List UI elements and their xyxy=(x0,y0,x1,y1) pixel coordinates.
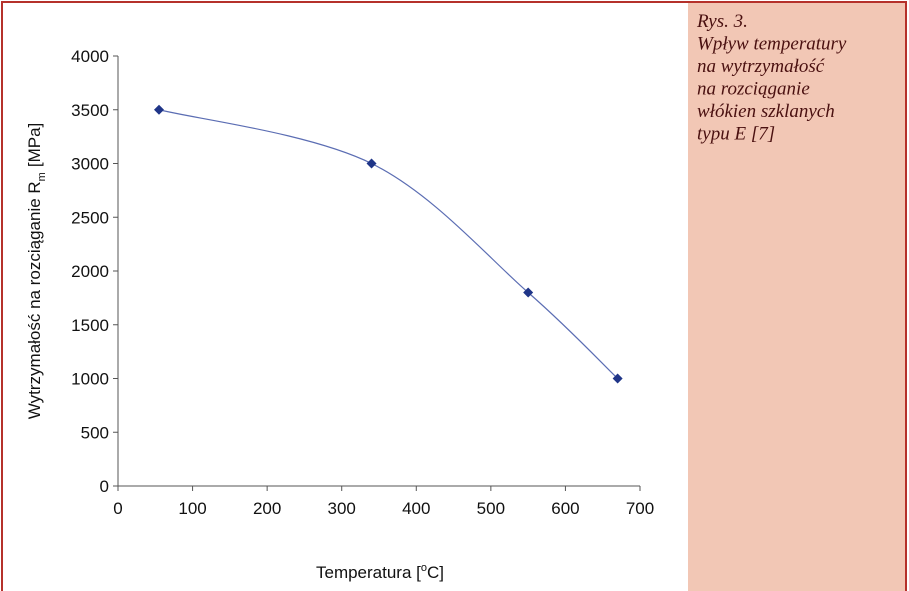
y-tick-label: 1500 xyxy=(71,316,109,335)
y-tick-label: 1000 xyxy=(71,370,109,389)
y-axis-label: Wytrzymałość na rozciąganie Rm [MPa] xyxy=(25,123,48,420)
data-point xyxy=(523,287,534,298)
x-label-sup: o xyxy=(421,562,427,574)
caption-line: typu E [7] xyxy=(697,124,775,145)
caption-line: włókien szklanych xyxy=(697,101,835,122)
y-label-text: Wytrzymałość na rozciąganie R xyxy=(25,181,44,419)
x-tick-label: 500 xyxy=(477,499,505,518)
caption-line: na rozciąganie xyxy=(697,79,810,100)
data-line xyxy=(158,109,619,379)
caption-line: na wytrzymałość xyxy=(697,56,825,77)
x-label-suffix: C] xyxy=(427,563,444,582)
x-tick-label: 0 xyxy=(113,499,122,518)
y-tick-label: 3000 xyxy=(71,155,109,174)
y-tick-label: 0 xyxy=(100,477,109,496)
caption-line: Rys. 3. xyxy=(696,11,748,32)
data-point xyxy=(612,373,623,384)
x-tick-label: 300 xyxy=(328,499,356,518)
y-tick-label: 3500 xyxy=(71,101,109,120)
x-tick-label: 400 xyxy=(402,499,430,518)
data-point xyxy=(366,158,377,169)
y-label-sub: m xyxy=(36,172,48,181)
y-tick-label: 500 xyxy=(81,423,109,442)
x-tick-label: 100 xyxy=(178,499,206,518)
x-axis-label: Temperatura [oC] xyxy=(316,562,444,582)
caption-panel xyxy=(688,3,905,591)
caption-line: Wpływ temperatury xyxy=(697,34,847,55)
x-tick-label: 700 xyxy=(626,499,654,518)
data-point xyxy=(154,104,165,115)
y-label-suffix: [MPa] xyxy=(25,123,44,167)
y-tick-label: 2500 xyxy=(71,208,109,227)
x-tick-label: 200 xyxy=(253,499,281,518)
x-label-text: Temperatura [ xyxy=(316,563,421,582)
x-tick-label: 600 xyxy=(551,499,579,518)
y-tick-label: 4000 xyxy=(71,47,109,66)
y-tick-label: 2000 xyxy=(71,262,109,281)
